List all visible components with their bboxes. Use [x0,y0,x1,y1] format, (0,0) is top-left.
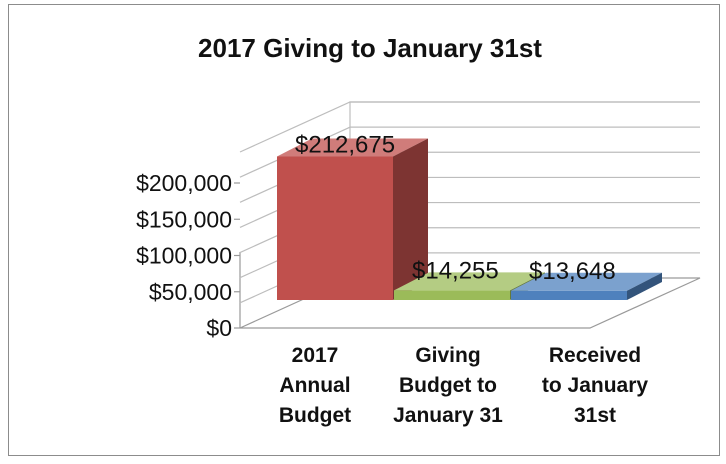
y-tick-label: $150,000 [136,206,232,232]
category-label-line: Budget to [399,374,497,397]
category-label-line: 31st [574,404,616,427]
bar-side-face [627,272,662,300]
category-label-line: Budget [279,404,351,427]
bar-side-face [393,138,428,300]
category-label-line: to January [542,374,649,397]
chart-title: 2017 Giving to January 31st [198,33,542,63]
y-tick-label: $100,000 [136,243,232,269]
bar-front-face [277,156,393,300]
data-labels: $212,675 $14,255 $13,648 [295,131,616,284]
bar-front-face [394,290,510,300]
category-label: 2017 Annual Budget [279,344,351,427]
bar-top-face [394,272,545,291]
y-tick-label: $50,000 [149,279,232,305]
category-label: Received to January 31st [542,344,649,427]
bar-1 [277,138,428,300]
bar-top-face [511,272,662,291]
bars [277,138,662,300]
bar-top-face [277,138,428,157]
gridline [239,126,700,178]
category-labels: 2017 Annual Budget Giving Budget to January 3… [279,344,649,427]
data-label: $212,675 [295,131,395,158]
y-tick-label: $200,000 [136,170,232,196]
category-label-line: January 31 [393,404,503,427]
gridline [239,101,700,153]
bar-3 [511,272,662,300]
category-label: Giving Budget to January 31 [393,344,503,427]
category-label-line: Annual [279,374,350,397]
data-label: $14,255 [412,257,499,284]
y-axis-ticks: $0 $50,000 $100,000 $150,000 $200,000 [136,170,240,341]
category-label-line: Giving [415,344,480,367]
category-label-line: Received [549,344,641,367]
category-label-line: 2017 [292,344,339,367]
bar-front-face [511,290,627,300]
data-label: $13,648 [529,258,616,285]
y-tick-label: $0 [206,315,232,341]
